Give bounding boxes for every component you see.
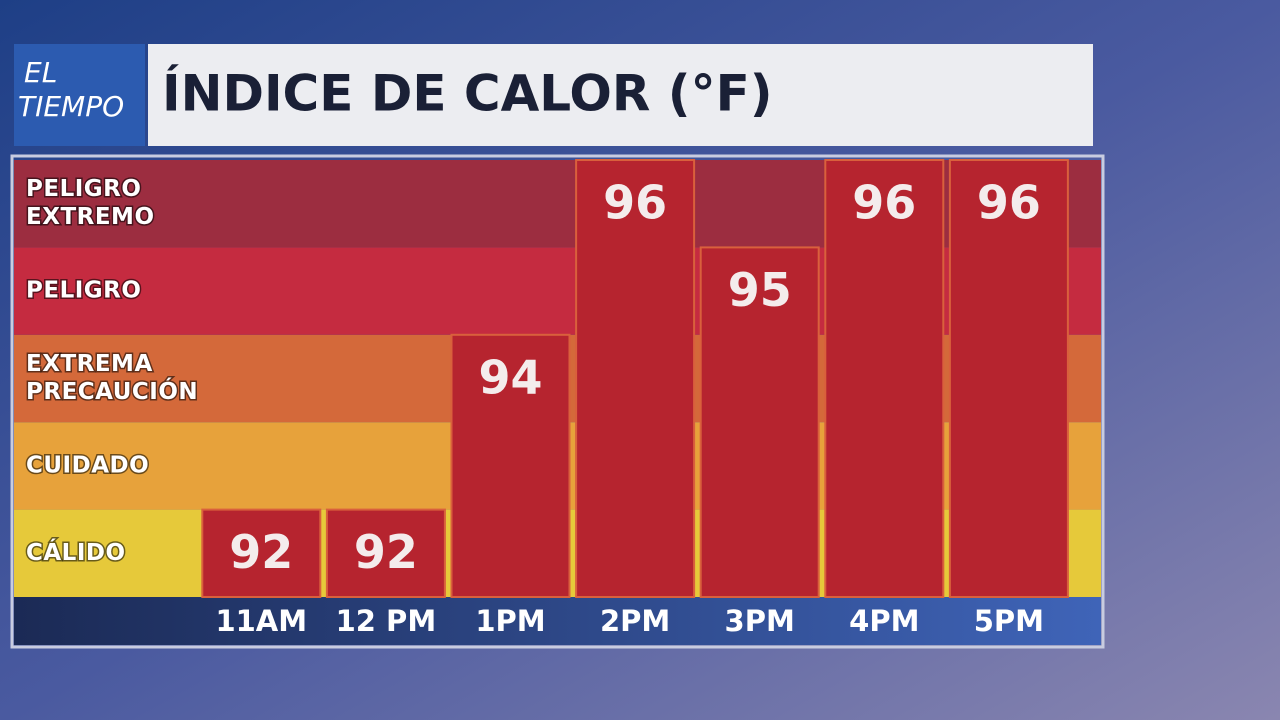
value-label: 96	[977, 176, 1041, 230]
x-tick-label: 3PM	[725, 604, 795, 638]
value-label: 94	[478, 350, 542, 404]
x-tick-label: 2PM	[600, 604, 670, 638]
chart-title: ÍNDICE DE CALOR (°F)	[162, 64, 773, 123]
bar	[201, 508, 322, 599]
band-label: EXTREMA	[26, 351, 153, 377]
band-label: CÁLIDO	[26, 538, 126, 566]
band-label: EXTREMO	[26, 204, 155, 230]
bar	[575, 159, 696, 598]
bar	[699, 246, 820, 598]
bar	[325, 508, 446, 599]
band-label: PRECAUCIÓN	[26, 377, 198, 405]
x-tick-label: 12 PM	[336, 604, 437, 638]
x-tick-label: 5PM	[974, 604, 1044, 638]
value-label: 92	[354, 525, 418, 579]
x-axis-strip	[14, 597, 1101, 645]
title-box	[148, 44, 1093, 146]
x-tick-label: 11AM	[215, 604, 307, 638]
value-label: 95	[728, 263, 792, 317]
x-tick-label: 1PM	[475, 604, 545, 638]
value-label: 96	[852, 176, 916, 230]
bar	[450, 333, 571, 598]
value-label: 96	[603, 176, 667, 230]
band-label: CUIDADO	[26, 452, 149, 478]
bar	[948, 159, 1069, 598]
band-label: PELIGRO	[26, 176, 141, 202]
logo-text: EL	[24, 56, 57, 89]
bar	[824, 159, 945, 598]
value-label: 92	[229, 525, 293, 579]
band-label: PELIGRO	[26, 278, 141, 304]
logo-text: TIEMPO	[18, 90, 124, 123]
chart-frame	[10, 154, 1105, 649]
x-tick-label: 4PM	[849, 604, 919, 638]
logo-box	[14, 44, 145, 146]
